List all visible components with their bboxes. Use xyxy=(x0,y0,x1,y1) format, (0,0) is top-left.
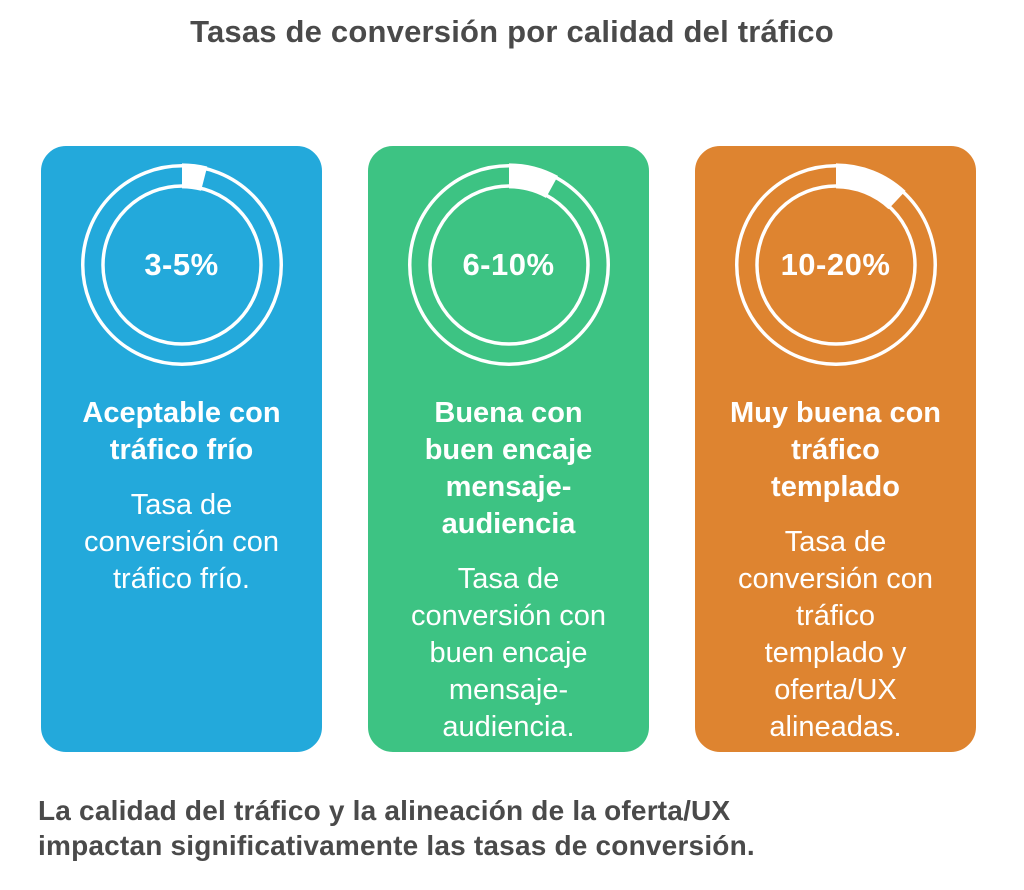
card-message-audience-fit: 6-10% Buena con buen encaje mensaje- aud… xyxy=(365,143,652,755)
rate-label: 6-10% xyxy=(462,247,555,282)
donut-inner-ring xyxy=(427,184,590,346)
donut-fill-arc xyxy=(181,163,207,191)
donut-outer-ring xyxy=(80,164,283,366)
footer-caption: La calidad del tráfico y la alineación d… xyxy=(38,795,755,861)
donut-outer-ring xyxy=(734,164,937,366)
card-heading: Aceptable con tráfico frío xyxy=(82,397,281,466)
card-description: Tasa de conversión con tráfico templado … xyxy=(737,526,934,743)
card-heading: Buena con buen encaje mensaje- audiencia xyxy=(424,397,593,540)
rate-label: 3-5% xyxy=(144,247,219,282)
donut-gauge-svg xyxy=(80,163,283,366)
rate-label: 10-20% xyxy=(780,247,891,282)
card-cold-traffic: 3-5% Aceptable con tráfico frío Tasa de … xyxy=(38,143,325,755)
donut-gauge: 10-20% xyxy=(730,159,942,371)
card-description: Tasa de conversión con buen encaje mensa… xyxy=(410,563,607,743)
card-heading: Muy buena con tráfico templado xyxy=(729,397,942,503)
cards-row: 3-5% Aceptable con tráfico frío Tasa de … xyxy=(38,143,979,755)
page-title: Tasas de conversión por calidad del tráf… xyxy=(190,14,834,49)
donut-fill-arc xyxy=(508,163,558,199)
card-warm-traffic: 10-20% Muy buena con tráfico templado Ta… xyxy=(692,143,979,755)
donut-gauge-svg xyxy=(407,163,610,366)
donut-gauge-svg xyxy=(734,163,937,366)
donut-gauge: 3-5% xyxy=(76,159,288,371)
donut-fill-arc xyxy=(835,163,906,210)
card-description: Tasa de conversión con tráfico frío. xyxy=(83,489,280,595)
donut-gauge: 6-10% xyxy=(403,159,615,371)
